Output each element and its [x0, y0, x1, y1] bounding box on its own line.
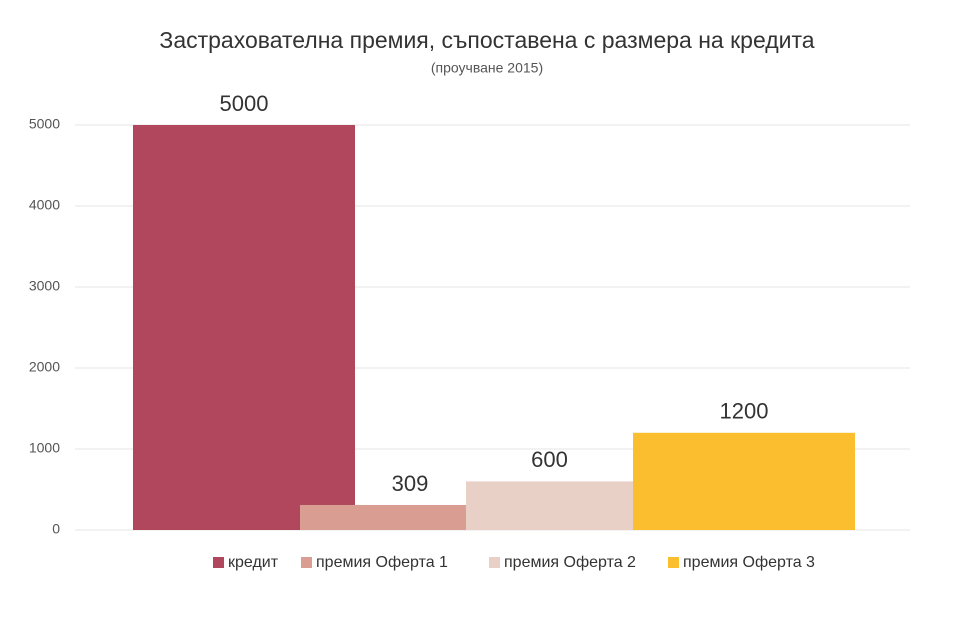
value-label: 600 [531, 447, 568, 472]
legend-swatch [213, 557, 224, 568]
y-tick-label: 4000 [29, 197, 60, 213]
legend-label: премия Оферта 2 [504, 554, 636, 571]
bar [633, 432, 855, 530]
value-label: 5000 [220, 91, 269, 116]
legend-label: кредит [228, 554, 279, 571]
value-label: 309 [392, 471, 429, 496]
y-tick-label: 2000 [29, 359, 60, 375]
legend-label: премия Оферта 3 [683, 554, 815, 571]
value-label: 1200 [720, 399, 769, 424]
bar [466, 481, 633, 530]
y-tick-label: 0 [52, 521, 60, 537]
y-tick-label: 1000 [29, 440, 60, 456]
legend-swatch [301, 557, 312, 568]
bar [300, 504, 466, 530]
legend-swatch [489, 557, 500, 568]
legend-label: премия Оферта 1 [316, 554, 448, 571]
y-tick-label: 3000 [29, 278, 60, 294]
y-tick-label: 5000 [29, 116, 60, 132]
chart-subtitle: (проучване 2015) [431, 60, 543, 76]
chart-title: Застрахователна премия, съпоставена с ра… [159, 27, 814, 53]
legend-swatch [668, 557, 679, 568]
bar [133, 125, 355, 530]
